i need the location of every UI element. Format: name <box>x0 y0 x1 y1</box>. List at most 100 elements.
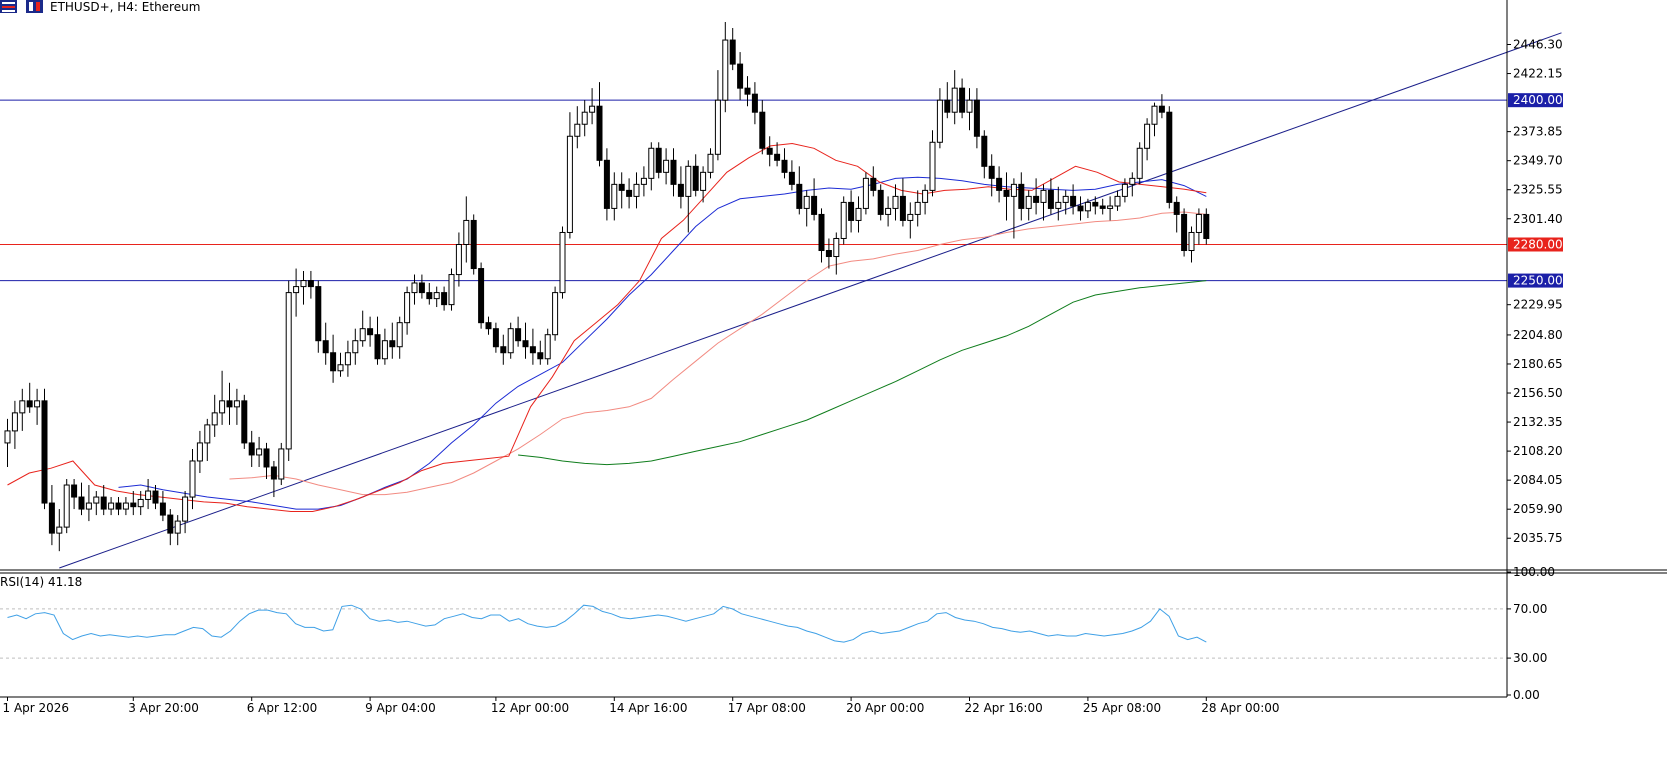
ma-slow-line[interactable] <box>229 211 1207 496</box>
candle[interactable] <box>4 418 11 467</box>
candle[interactable] <box>418 274 425 299</box>
candle[interactable] <box>344 340 351 377</box>
symbol-icon[interactable] <box>26 0 43 13</box>
main-chart[interactable] <box>0 22 1667 574</box>
candle[interactable] <box>892 184 899 221</box>
candle[interactable] <box>877 184 884 221</box>
candle[interactable] <box>256 436 263 467</box>
candle[interactable] <box>211 394 218 437</box>
candle[interactable] <box>626 178 633 209</box>
candle[interactable] <box>959 78 966 119</box>
candle[interactable] <box>152 485 159 510</box>
candle[interactable] <box>293 268 300 317</box>
candle[interactable] <box>944 82 951 119</box>
candle[interactable] <box>441 286 448 311</box>
candle[interactable] <box>922 184 929 215</box>
candle[interactable] <box>359 310 366 347</box>
candle[interactable] <box>196 430 203 473</box>
candle[interactable] <box>1107 196 1114 221</box>
candle[interactable] <box>685 160 692 233</box>
trendline[interactable] <box>59 32 1562 569</box>
candle[interactable] <box>1010 178 1017 239</box>
candle[interactable] <box>278 442 285 486</box>
candle[interactable] <box>1136 142 1143 185</box>
candle[interactable] <box>78 482 85 516</box>
price-axis[interactable]: 2446.30 2422.15 2373.85 2349.70 2325.55 2301.… <box>1506 0 1563 697</box>
candle[interactable] <box>122 497 129 516</box>
candle[interactable] <box>507 322 514 359</box>
candle[interactable] <box>848 190 855 233</box>
candle[interactable] <box>189 448 196 510</box>
candle[interactable] <box>714 70 721 161</box>
candle[interactable] <box>492 322 499 353</box>
candle[interactable] <box>478 262 485 329</box>
candle[interactable] <box>1188 226 1195 263</box>
candle[interactable] <box>56 509 63 552</box>
candle[interactable] <box>130 491 137 516</box>
candle[interactable] <box>463 196 470 263</box>
candle[interactable] <box>108 497 115 516</box>
candle[interactable] <box>26 382 33 413</box>
candle[interactable] <box>818 208 825 263</box>
candle[interactable] <box>1092 196 1099 215</box>
candle[interactable] <box>137 491 144 516</box>
candle[interactable] <box>1033 178 1040 215</box>
candle[interactable] <box>751 82 758 125</box>
candle[interactable] <box>1166 106 1173 209</box>
candle[interactable] <box>581 100 588 137</box>
candle[interactable] <box>618 172 625 209</box>
candle[interactable] <box>633 172 640 209</box>
candle[interactable] <box>692 154 699 197</box>
candle[interactable] <box>485 316 492 335</box>
candle[interactable] <box>34 388 41 425</box>
candle[interactable] <box>455 232 462 287</box>
candle[interactable] <box>707 148 714 179</box>
candle[interactable] <box>840 196 847 245</box>
candle[interactable] <box>352 328 359 365</box>
candle[interactable] <box>1144 118 1151 161</box>
candle[interactable] <box>300 270 307 305</box>
candle[interactable] <box>159 491 166 522</box>
candle[interactable] <box>1018 172 1025 221</box>
candle[interactable] <box>1099 198 1106 215</box>
candle[interactable] <box>825 238 832 269</box>
candle[interactable] <box>1084 198 1091 219</box>
candle[interactable] <box>951 70 958 125</box>
candle[interactable] <box>1003 172 1010 221</box>
candle[interactable] <box>574 106 581 149</box>
candle[interactable] <box>907 202 914 239</box>
candle[interactable] <box>729 28 736 71</box>
candle[interactable] <box>862 172 869 215</box>
candle[interactable] <box>204 418 211 461</box>
candle[interactable] <box>774 142 781 167</box>
candle[interactable] <box>759 100 766 155</box>
candle[interactable] <box>1173 196 1180 233</box>
candle[interactable] <box>899 178 906 227</box>
candle[interactable] <box>115 497 122 516</box>
candle[interactable] <box>1151 102 1158 137</box>
candle[interactable] <box>981 130 988 179</box>
candle[interactable] <box>11 400 18 449</box>
candle[interactable] <box>1114 190 1121 211</box>
candle[interactable] <box>744 76 751 107</box>
menu-icon[interactable] <box>0 0 17 13</box>
candle[interactable] <box>1025 190 1032 221</box>
candle[interactable] <box>522 322 529 359</box>
candle[interactable] <box>19 388 26 431</box>
candle[interactable] <box>381 328 388 365</box>
candle[interactable] <box>315 280 322 353</box>
candle[interactable] <box>396 316 403 359</box>
candle[interactable] <box>167 509 174 546</box>
rsi-panel[interactable]: RSI(14) 41.18 100.00 70.00 30.00 0.00 <box>0 565 1555 702</box>
candle[interactable] <box>1158 94 1165 119</box>
candle[interactable] <box>433 286 440 308</box>
candle[interactable] <box>1040 184 1047 221</box>
ma-mid-line[interactable] <box>118 176 1207 510</box>
candle[interactable] <box>1121 178 1128 203</box>
candle[interactable] <box>722 22 729 113</box>
candle[interactable] <box>855 196 862 233</box>
candle[interactable] <box>663 148 670 185</box>
candle[interactable] <box>803 190 810 227</box>
candle[interactable] <box>241 394 248 449</box>
candle[interactable] <box>589 88 596 125</box>
